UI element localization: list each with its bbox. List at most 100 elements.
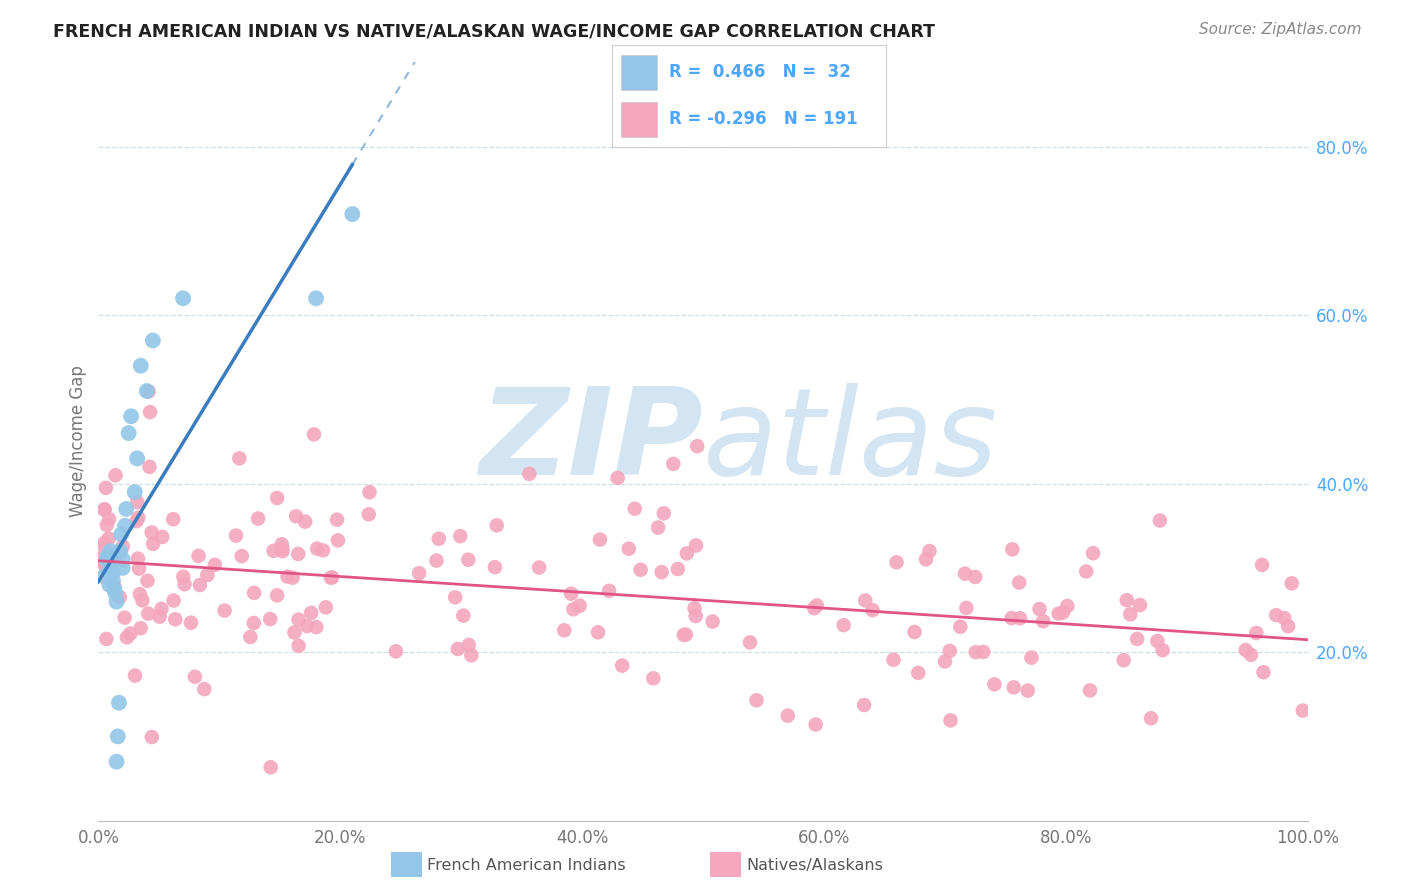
Point: [804, 717, 827, 731]
Text: atlas: atlas: [703, 383, 998, 500]
Text: FRENCH AMERICAN INDIAN VS NATIVE/ALASKAN WAGE/INCOME GAP CORRELATION CHART: FRENCH AMERICAN INDIAN VS NATIVE/ALASKAN…: [53, 22, 935, 40]
Point: [93, 557, 115, 571]
Point: [127, 510, 149, 524]
Point: [136, 574, 159, 588]
Point: [259, 612, 281, 626]
FancyBboxPatch shape: [621, 55, 657, 90]
Point: [302, 427, 325, 442]
Point: [1246, 626, 1268, 640]
Point: [517, 467, 540, 481]
Point: [93, 502, 115, 516]
Point: [457, 638, 479, 652]
Point: [359, 485, 381, 500]
Point: [242, 615, 264, 630]
Point: [104, 550, 127, 565]
Point: [965, 570, 987, 584]
Point: [96, 552, 118, 566]
Point: [862, 603, 884, 617]
Point: [204, 558, 226, 572]
Point: [832, 618, 855, 632]
Point: [1251, 558, 1274, 572]
Point: [287, 547, 309, 561]
Point: [1052, 606, 1074, 620]
Point: [93, 536, 115, 550]
Text: R =  0.466   N =  32: R = 0.466 N = 32: [669, 63, 851, 81]
Point: [231, 549, 253, 563]
Point: [1140, 711, 1163, 725]
Point: [1002, 681, 1025, 695]
Point: [427, 532, 450, 546]
Point: [972, 645, 994, 659]
Point: [342, 207, 364, 221]
Point: [125, 514, 148, 528]
Point: [270, 537, 292, 551]
Point: [162, 512, 184, 526]
Point: [104, 468, 127, 483]
Point: [150, 602, 173, 616]
Point: [100, 544, 122, 558]
Point: [188, 578, 211, 592]
Point: [141, 730, 163, 744]
Point: [101, 574, 124, 588]
Point: [115, 631, 138, 645]
Point: [666, 562, 689, 576]
Point: [675, 627, 697, 641]
Point: [1056, 599, 1078, 613]
Point: [1265, 608, 1288, 623]
Point: [1149, 514, 1171, 528]
Point: [108, 591, 131, 605]
Point: [606, 471, 628, 485]
Point: [803, 601, 825, 615]
Point: [676, 546, 699, 560]
Point: [124, 668, 146, 682]
Point: [485, 518, 508, 533]
Text: French American Indians: French American Indians: [427, 858, 626, 872]
Point: [1272, 611, 1295, 625]
Point: [277, 569, 299, 583]
Point: [294, 515, 316, 529]
Point: [305, 620, 328, 634]
Point: [129, 359, 152, 373]
Point: [138, 459, 160, 474]
Point: [1001, 542, 1024, 557]
Point: [247, 511, 270, 525]
Point: [104, 547, 127, 561]
Point: [100, 561, 122, 575]
Point: [101, 565, 124, 579]
Point: [136, 607, 159, 621]
Point: [142, 537, 165, 551]
Point: [983, 677, 1005, 691]
Point: [903, 625, 925, 640]
Point: [120, 626, 142, 640]
Text: R = -0.296   N = 191: R = -0.296 N = 191: [669, 111, 858, 128]
Point: [965, 645, 987, 659]
Point: [283, 625, 305, 640]
Point: [129, 621, 152, 635]
Point: [1292, 704, 1315, 718]
Point: [285, 509, 308, 524]
Point: [239, 630, 262, 644]
Point: [127, 451, 149, 466]
Point: [180, 615, 202, 630]
Point: [460, 648, 482, 663]
Point: [1281, 576, 1303, 591]
Point: [96, 517, 118, 532]
Point: [1253, 665, 1275, 680]
Point: [623, 501, 645, 516]
Point: [457, 552, 479, 566]
Point: [1112, 653, 1135, 667]
Point: [853, 593, 876, 607]
Point: [131, 593, 153, 607]
Y-axis label: Wage/Income Gap: Wage/Income Gap: [69, 366, 87, 517]
Point: [385, 644, 408, 658]
Point: [103, 580, 125, 594]
Point: [408, 566, 430, 581]
Point: [319, 571, 342, 585]
Point: [1021, 650, 1043, 665]
Point: [299, 606, 322, 620]
Point: [260, 760, 283, 774]
Point: [315, 600, 337, 615]
Point: [651, 565, 673, 579]
Point: [93, 549, 115, 563]
Point: [263, 544, 285, 558]
